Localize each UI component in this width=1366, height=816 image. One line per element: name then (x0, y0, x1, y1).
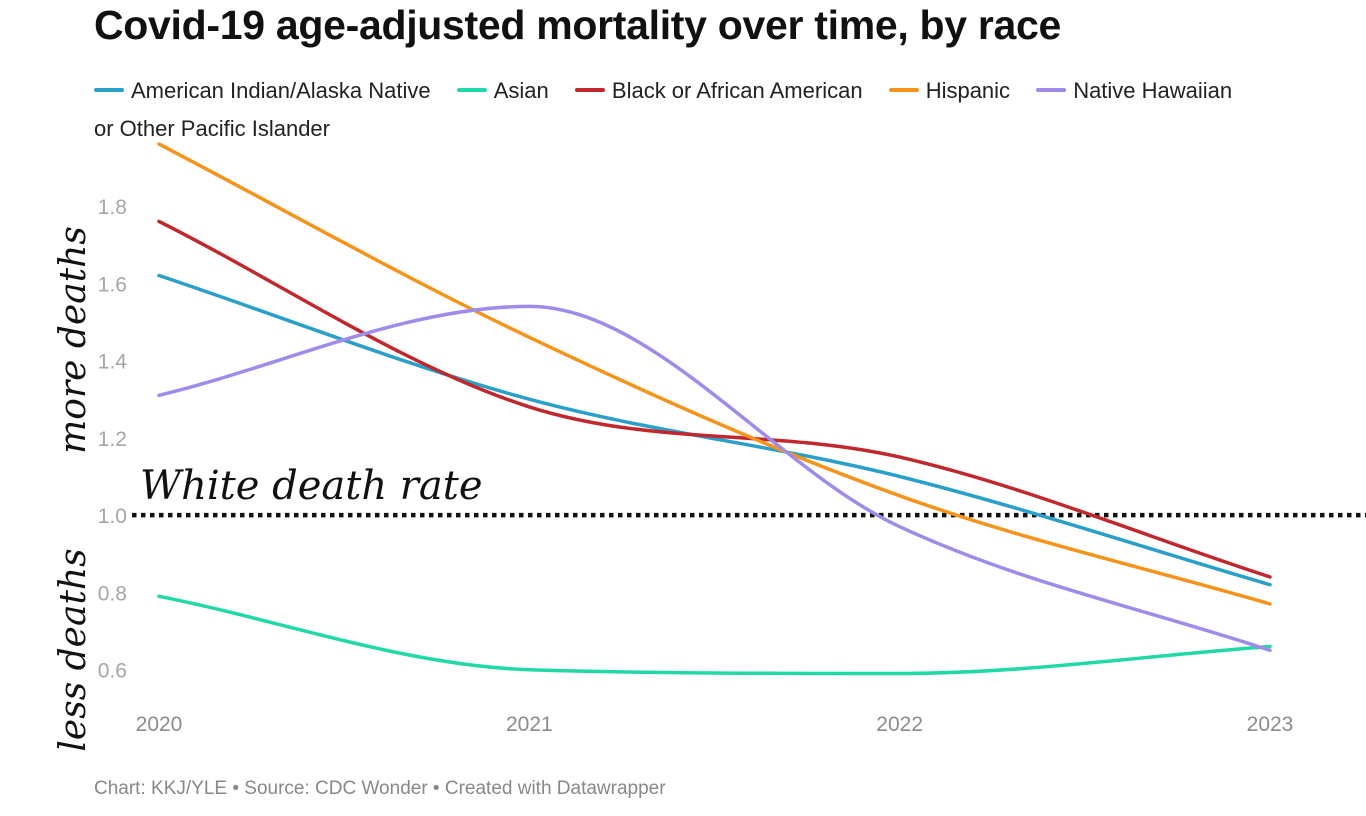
series-line-black-or-african-american (157, 219, 1272, 579)
legend-item-asian: Asian (456, 78, 549, 103)
more-deaths-annotation: more deaths (53, 226, 94, 454)
series-line-hispanic (157, 142, 1272, 606)
series-line-native-hawaiian-or-other-pacific-islander (157, 304, 1272, 653)
y-tick-label: 1.8 (98, 196, 127, 219)
legend-item-native-hawaiian: Native Hawaiian or Other Pacific Islande… (94, 78, 1232, 141)
reference-line-label: White death rate (140, 463, 483, 509)
legend-swatch (1036, 88, 1067, 93)
legend-label: Asian (493, 78, 549, 103)
legend-label: Black or African American (611, 78, 863, 103)
chart-footer: Chart: KKJ/YLE • Source: CDC Wonder • Cr… (94, 778, 666, 799)
series-lines (157, 142, 1272, 676)
legend-swatch (456, 88, 487, 93)
y-tick-label: 0.6 (98, 660, 127, 683)
legend-item-american-indian: American Indian/Alaska Native (94, 78, 431, 103)
y-tick-label: 1.0 (98, 505, 127, 528)
less-deaths-annotation: less deaths (53, 548, 94, 751)
legend-label: American Indian/Alaska Native (131, 78, 431, 103)
legend-swatch (574, 88, 605, 93)
x-tick-label: 2022 (876, 713, 923, 736)
chart-title: Covid-19 age-adjusted mortality over tim… (94, 2, 1062, 48)
legend-item-black: Black or African American (574, 78, 863, 103)
y-axis-ticks: 0.6 0.8 1.0 1.2 1.4 1.6 1.8 (98, 196, 128, 683)
legend-swatch (888, 88, 919, 93)
y-tick-label: 0.8 (98, 582, 127, 605)
series-line-american-indian-alaska-native (157, 273, 1272, 587)
x-axis-ticks: 2020 2021 2022 2023 (136, 713, 1294, 736)
legend-item-hispanic: Hispanic (888, 78, 1011, 103)
y-tick-label: 1.6 (98, 273, 127, 296)
x-tick-label: 2021 (506, 713, 553, 736)
y-tick-label: 1.4 (98, 351, 128, 374)
legend-label: Hispanic (925, 78, 1011, 103)
legend-label: Native Hawaiian or Other Pacific Islande… (94, 78, 1233, 141)
legend-swatch (94, 88, 124, 93)
x-tick-label: 2023 (1247, 713, 1294, 736)
chart-legend: American Indian/Alaska Native Asian Blac… (94, 72, 1244, 148)
series-line-asian (157, 594, 1272, 676)
y-tick-label: 1.2 (98, 428, 127, 451)
x-tick-label: 2020 (136, 713, 183, 736)
